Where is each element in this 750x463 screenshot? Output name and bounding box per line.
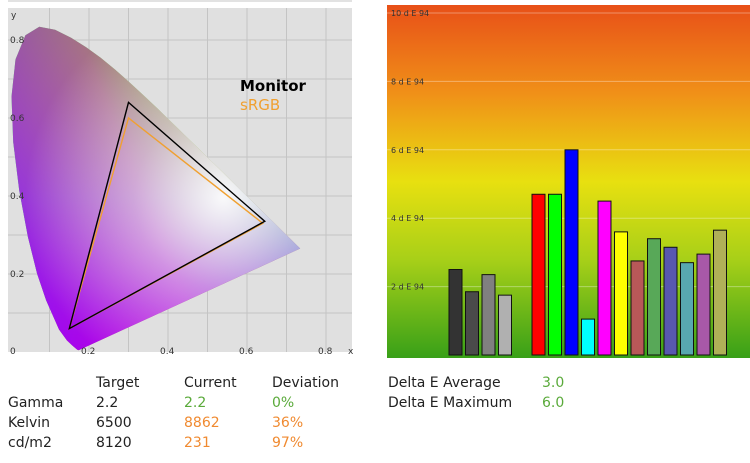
delta-e-maximum-value: 6.0 <box>542 395 565 411</box>
delta-e-bar <box>647 238 661 356</box>
header-target: Target <box>96 375 140 391</box>
legend-srgb: sRGB <box>240 96 280 114</box>
y-tick-label: 8 d E 94 <box>391 77 424 86</box>
target-value: 8120 <box>96 435 132 451</box>
stats-row-luminance: cd/m2 8120 231 97% <box>8 433 339 453</box>
delta-e-bar <box>564 149 579 356</box>
y-tick-label: 6 d E 94 <box>391 146 424 155</box>
x-tick-label: 0.6 <box>239 347 254 357</box>
delta-e-bar <box>663 246 678 356</box>
row-label: Delta E Average <box>388 375 501 391</box>
monitor-gamut-triangle <box>68 101 267 330</box>
delta-e-stats-table: Delta E Average 3.0 Delta E Maximum 6.0 <box>388 373 564 413</box>
y-tick-label: 10 d E 94 <box>391 9 429 18</box>
y-tick-label: 0.4 <box>10 192 25 202</box>
delta-e-bar <box>498 294 512 356</box>
delta-e-average-value: 3.0 <box>542 375 565 391</box>
stats-row-delta-e-average: Delta E Average 3.0 <box>388 373 564 393</box>
header-current: Current <box>184 375 237 391</box>
x-axis-label: x <box>348 347 354 357</box>
current-value: 231 <box>184 435 211 451</box>
calibration-stats-table: Target Current Deviation Gamma 2.2 2.2 0… <box>8 373 339 453</box>
y-tick-labels: 2 d E 94 4 d E 94 6 d E 94 8 d E 94 10 d E 9… <box>391 9 429 292</box>
deviation-value: 97% <box>272 435 304 451</box>
cie-chromaticity-chart: y x 0 0.2 0.4 0.6 0.8 0.2 0.4 0.6 0.8 Monitor s… <box>8 0 354 357</box>
stats-header-row: Target Current Deviation <box>8 373 339 393</box>
deviation-value: 0% <box>272 395 295 411</box>
y-tick-label: 2 d E 94 <box>391 283 424 292</box>
y-tick-label: 0.6 <box>10 114 25 124</box>
row-label: Gamma <box>8 395 64 411</box>
y-tick-label: 4 d E 94 <box>391 214 424 223</box>
current-value: 2.2 <box>184 395 207 411</box>
stats-row-delta-e-maximum: Delta E Maximum 6.0 <box>388 393 564 413</box>
x-tick-label: 0.4 <box>160 347 175 357</box>
delta-e-bar <box>581 318 595 356</box>
bar-series <box>448 149 727 356</box>
origin-label: 0 <box>10 347 16 357</box>
delta-e-bar <box>548 193 562 356</box>
delta-e-bar <box>680 262 694 356</box>
legend-monitor: Monitor <box>240 77 307 95</box>
x-tick-label: 0.2 <box>81 347 95 357</box>
delta-e-bar <box>630 260 645 356</box>
delta-e-bar <box>597 200 612 356</box>
x-tick-label: 0.8 <box>318 347 333 357</box>
delta-e-bar-chart: 2 d E 94 4 d E 94 6 d E 94 8 d E 94 10 d E 9… <box>387 5 750 358</box>
target-value: 6500 <box>96 415 132 431</box>
deviation-value: 36% <box>272 415 304 431</box>
y-tick-label: 0.2 <box>10 270 24 280</box>
stats-row-gamma: Gamma 2.2 2.2 0% <box>8 393 339 413</box>
row-label: Kelvin <box>8 415 51 431</box>
delta-e-bar <box>614 231 628 356</box>
header-deviation: Deviation <box>272 375 339 391</box>
row-label: Delta E Maximum <box>388 395 513 411</box>
delta-e-bar <box>481 274 496 356</box>
delta-e-bar <box>531 193 546 356</box>
current-value: 8862 <box>184 415 220 431</box>
delta-e-bar <box>448 269 463 356</box>
target-value: 2.2 <box>96 395 119 411</box>
y-tick-label: 0.8 <box>10 36 25 46</box>
row-label: cd/m2 <box>8 435 52 451</box>
delta-e-bar <box>465 291 479 356</box>
stats-row-kelvin: Kelvin 6500 8862 36% <box>8 413 339 433</box>
delta-e-bar <box>713 229 727 356</box>
y-axis-label: y <box>11 11 17 21</box>
delta-e-bar <box>696 253 711 356</box>
